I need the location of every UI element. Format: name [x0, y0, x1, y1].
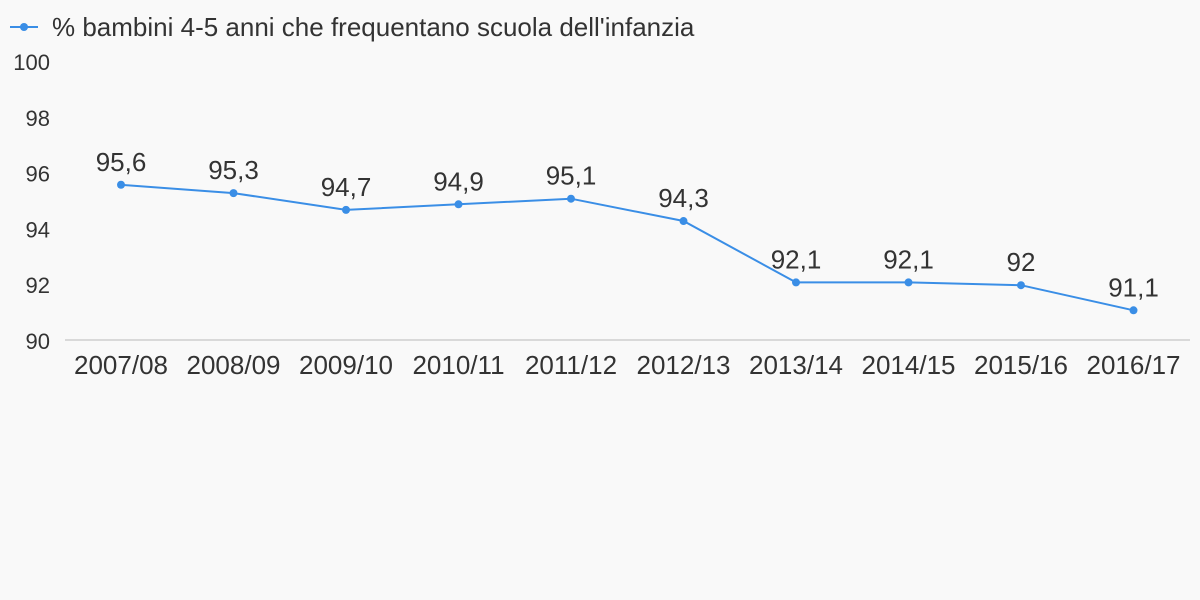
data-label: 92,1 [771, 244, 822, 274]
data-label: 94,9 [433, 166, 484, 196]
data-point [567, 194, 575, 203]
x-tick-label: 2009/10 [299, 350, 393, 380]
legend[interactable]: % bambini 4-5 anni che frequentano scuol… [10, 12, 695, 42]
data-point [454, 200, 463, 209]
data-label: 92 [1007, 247, 1036, 277]
data-point [1129, 306, 1138, 315]
data-label: 92,1 [883, 244, 934, 274]
data-point [117, 180, 125, 189]
x-tick-label: 2015/16 [974, 350, 1068, 380]
series-group: 95,6 95,3 94,7 94,9 95,1 94,3 92,1 92,1 92 91,1 [96, 147, 1159, 315]
x-tick-label: 2008/09 [187, 350, 281, 380]
y-axis: 90 92 94 96 98 100 [13, 50, 50, 354]
data-point [1017, 281, 1025, 290]
data-label: 94,3 [658, 183, 709, 213]
x-tick-label: 2011/12 [525, 350, 617, 380]
data-label: 95,1 [546, 161, 597, 191]
data-point [904, 278, 913, 287]
data-point [679, 217, 688, 226]
data-label: 95,3 [208, 155, 259, 185]
y-tick-label: 100 [13, 50, 50, 75]
x-tick-label: 2010/11 [412, 350, 504, 380]
data-point [229, 189, 238, 198]
series-line [120, 183, 1134, 312]
y-tick-label: 98 [26, 106, 50, 131]
x-tick-label: 2007/08 [74, 350, 168, 380]
x-tick-label: 2014/15 [862, 350, 956, 380]
data-point [342, 205, 350, 214]
data-point [792, 278, 800, 287]
y-tick-label: 90 [26, 329, 50, 354]
y-tick-label: 92 [26, 273, 50, 298]
x-tick-label: 2013/14 [749, 350, 843, 380]
legend-series-label: % bambini 4-5 anni che frequentano scuol… [52, 12, 695, 42]
y-tick-label: 94 [26, 217, 50, 242]
data-label: 94,7 [321, 172, 372, 202]
x-tick-label: 2012/13 [637, 350, 731, 380]
data-label: 91,1 [1108, 272, 1159, 302]
y-tick-label: 96 [26, 162, 50, 187]
legend-dot-marker [20, 23, 28, 31]
x-tick-label: 2016/17 [1087, 350, 1181, 380]
data-label: 95,6 [96, 147, 147, 177]
x-axis: 2007/08 2008/09 2009/10 2010/11 2011/12 2012/… [74, 350, 1180, 380]
